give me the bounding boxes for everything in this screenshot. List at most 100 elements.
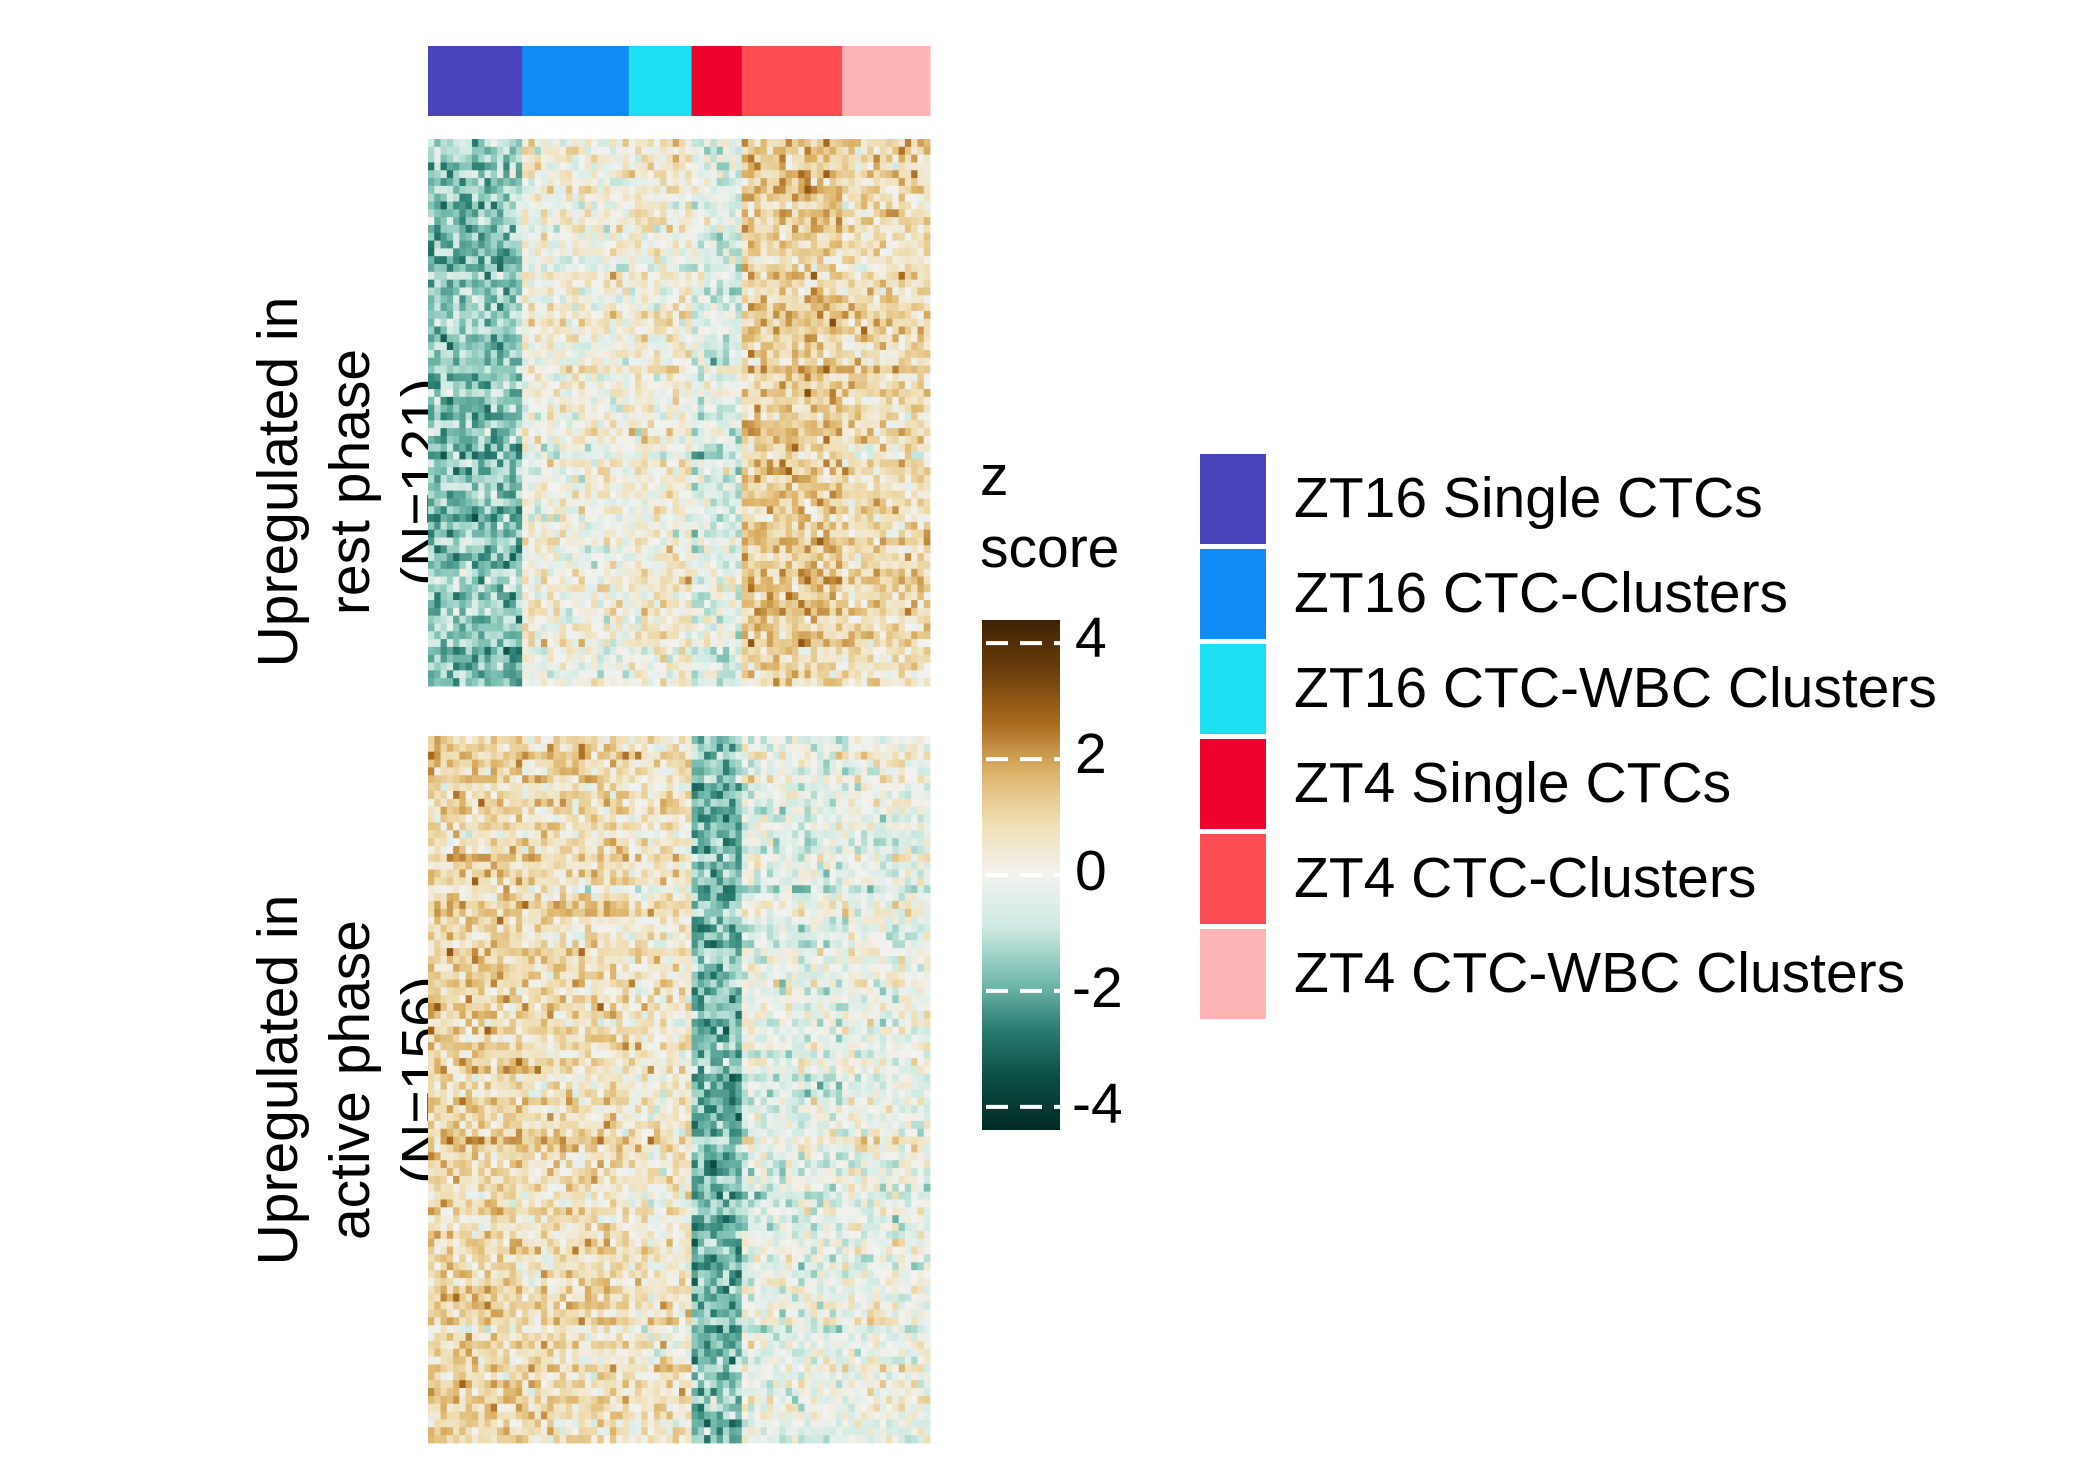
heatmap-cell: [779, 545, 787, 554]
heatmap-cell: [440, 303, 448, 312]
heatmap-cell: [628, 162, 636, 171]
heatmap-cell: [609, 537, 617, 546]
heatmap-cell: [597, 490, 605, 499]
heatmap-cell: [804, 334, 812, 343]
heatmap-cell: [898, 178, 906, 187]
heatmap-cell: [848, 420, 856, 429]
heatmap-cell: [791, 615, 799, 624]
heatmap-cell: [616, 318, 623, 327]
heatmap-cell: [522, 256, 529, 265]
heatmap-cell: [886, 498, 893, 507]
heatmap-cell: [572, 342, 580, 351]
heatmap-cell: [509, 568, 517, 577]
heatmap-cell: [835, 443, 843, 452]
heatmap-cell: [434, 623, 441, 632]
heatmap-cell: [484, 365, 492, 374]
heatmap-cell: [609, 271, 617, 281]
heatmap-cell: [484, 217, 492, 226]
heatmap-cell: [729, 201, 736, 210]
heatmap-cell: [566, 420, 573, 429]
heatmap-cell: [798, 420, 805, 429]
heatmap-cell: [817, 592, 824, 601]
heatmap-cell: [628, 529, 636, 538]
heatmap-cell: [497, 193, 504, 202]
heatmap-cell: [578, 568, 586, 577]
heatmap-cell: [779, 162, 787, 171]
heatmap-cell: [779, 224, 787, 234]
heatmap-cell: [434, 475, 441, 484]
heatmap-cell: [471, 310, 479, 320]
heatmap-cell: [647, 170, 655, 179]
heatmap-cell: [591, 201, 598, 210]
heatmap-cell: [553, 451, 561, 460]
heatmap-cell: [898, 318, 906, 327]
heatmap-cell: [635, 224, 642, 234]
heatmap-cell: [666, 396, 674, 406]
heatmap-cell: [647, 248, 655, 257]
heatmap-cell: [835, 271, 843, 281]
heatmap-cell: [534, 209, 542, 218]
heatmap-cell: [710, 498, 718, 507]
heatmap-cell: [597, 396, 605, 406]
heatmap-cell: [660, 139, 667, 148]
heatmap-cell: [484, 318, 492, 327]
heatmap-cell: [628, 404, 636, 413]
heatmap-cell: [779, 600, 787, 609]
heatmap-cell: [484, 154, 492, 163]
heatmap-cell: [773, 248, 780, 257]
heatmap-cell: [923, 146, 931, 156]
heatmap-cell: [842, 193, 849, 202]
heatmap-cell: [760, 389, 768, 398]
heatmap-cell: [647, 615, 655, 624]
heatmap-cell: [566, 334, 573, 343]
heatmap-cell: [509, 310, 517, 320]
heatmap-cell: [478, 467, 485, 476]
heatmap-cell: [911, 592, 918, 601]
heatmap-cell: [679, 185, 686, 195]
heatmap-cell: [672, 318, 680, 327]
heatmap-cell: [735, 490, 743, 499]
heatmap-cell: [798, 256, 805, 265]
heatmap-cell: [917, 365, 925, 374]
heatmap-cell: [835, 576, 843, 585]
heatmap-cell: [791, 412, 799, 421]
heatmap-cell: [923, 537, 931, 546]
heatmap-cell: [434, 310, 441, 320]
heatmap-cell: [534, 560, 542, 570]
heatmap-cell: [515, 193, 523, 202]
heatmap-cell: [641, 342, 649, 351]
heatmap-cell: [591, 435, 598, 445]
heatmap-cell: [892, 615, 900, 624]
heatmap-cell: [860, 490, 868, 499]
heatmap-cell: [898, 248, 906, 257]
heatmap-cell: [879, 310, 887, 320]
heatmap-cell: [760, 420, 768, 429]
heatmap-cell: [578, 490, 586, 499]
heatmap-cell: [886, 396, 893, 406]
heatmap-cell: [879, 475, 887, 484]
heatmap-cell: [911, 154, 918, 163]
heatmap-cell: [584, 154, 592, 163]
heatmap-cell: [791, 201, 799, 210]
heatmap-cell: [547, 435, 554, 445]
heatmap-cell: [559, 178, 567, 187]
heatmap-cell: [691, 498, 699, 507]
heatmap-cell: [923, 303, 931, 312]
heatmap-cell: [584, 435, 592, 445]
heatmap-cell: [735, 279, 743, 288]
heatmap-cell: [616, 560, 623, 570]
heatmap-cell: [653, 615, 661, 624]
heatmap-cell: [572, 256, 580, 265]
heatmap-cell: [635, 404, 642, 413]
heatmap-cell: [453, 553, 460, 562]
heatmap-cell: [722, 162, 730, 171]
heatmap-cell: [528, 248, 536, 257]
heatmap-cell: [497, 264, 504, 273]
heatmap-cell: [867, 318, 874, 327]
heatmap-cell: [453, 537, 460, 546]
heatmap-cell: [471, 162, 479, 171]
heatmap-cell: [691, 514, 699, 523]
heatmap-cell: [791, 256, 799, 265]
heatmap-cell: [559, 146, 567, 156]
heatmap-cell: [685, 459, 692, 468]
